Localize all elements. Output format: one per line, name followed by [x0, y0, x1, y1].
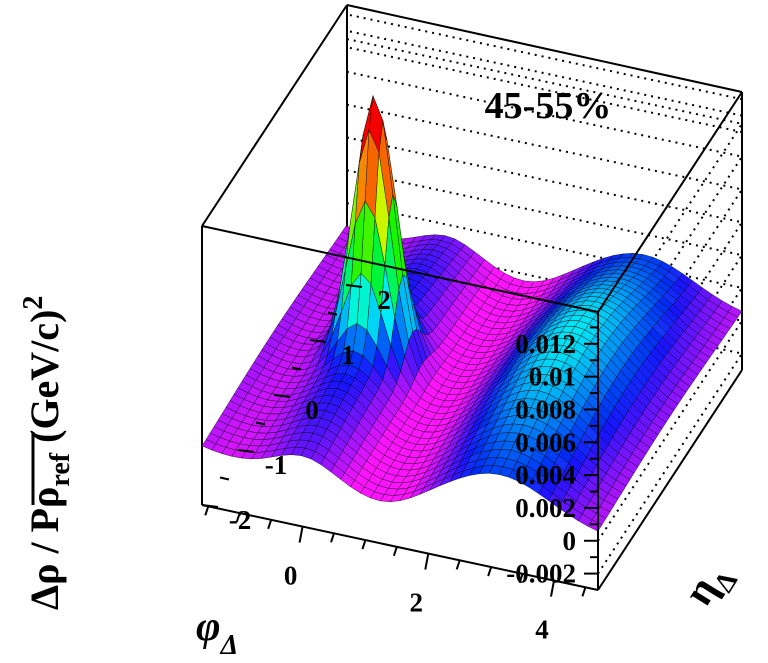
z-tick-label: 0.002 — [515, 493, 576, 523]
phi-tick-mark — [392, 546, 398, 557]
phi-tick-mark — [518, 573, 524, 584]
eta-tick-mark — [273, 394, 291, 398]
eta-tick-mark — [219, 476, 230, 481]
z-tick-label: 0 — [563, 526, 577, 556]
phi-tick-mark — [455, 560, 461, 570]
phi-tick-label: 4 — [535, 615, 549, 645]
back-grid-line — [345, 13, 743, 101]
phi-tick-mark — [581, 586, 587, 597]
z-tick-label: 0.008 — [515, 394, 576, 424]
phi-tick-mark — [550, 580, 555, 597]
phi-axis: 0 2 4 — [204, 506, 587, 645]
back-grid-line — [345, 169, 744, 476]
floor-edge-front — [201, 504, 599, 591]
z-axis-label-superscript: 2 — [18, 296, 49, 310]
eta-tick-mark — [345, 284, 363, 288]
back-grid-line — [345, 46, 743, 134]
eta-tick-label: 1 — [341, 340, 355, 370]
phi-tick-mark — [330, 533, 335, 543]
eta-tick-mark — [291, 366, 302, 371]
phi-tick-mark — [235, 512, 241, 523]
front-top-right-edge — [597, 91, 743, 313]
eta-tick-mark — [327, 311, 338, 316]
phi-axis-label-main: φ — [196, 604, 221, 650]
phi-tick-mark — [424, 553, 430, 570]
eta-tick-label: 0 — [305, 395, 319, 425]
z-tick-label: 0.006 — [515, 427, 576, 457]
phi-tick-label: 0 — [284, 561, 298, 591]
eta-axis: -2 -1 012 — [201, 284, 391, 535]
eta-tick-mark — [201, 504, 219, 508]
phi-tick-mark — [361, 539, 367, 550]
front-top-left-edge — [201, 225, 599, 313]
back-grid-line — [345, 136, 744, 443]
phi-axis-label-subscript: Δ — [220, 630, 239, 661]
back-edge-top-right — [346, 4, 743, 93]
z-tick-label: 0.012 — [515, 329, 576, 359]
z-axis-label-subscript: ref — [45, 452, 76, 486]
back-grid-line — [345, 201, 744, 509]
eta-tick-mark — [237, 449, 255, 453]
back-grid-line — [345, 37, 744, 345]
back-grid-line — [345, 70, 744, 378]
z-axis-label-prefix: Δρ / Pρ — [22, 487, 67, 610]
phi-tick-mark — [267, 519, 273, 530]
z-axis-label: Δρ / Pρref (GeV/c)2 — [18, 296, 76, 610]
back-grid-line — [345, 29, 743, 117]
z-tick-label: 0.01 — [529, 362, 576, 392]
eta-axis-label: ηΔ — [675, 553, 744, 618]
floor-edge-right — [597, 369, 743, 591]
phi-tick-mark — [487, 566, 493, 577]
eta-tick-mark — [255, 421, 266, 426]
z-tick-label: -0.002 — [506, 559, 576, 589]
eta-tick-label: 2 — [377, 285, 391, 315]
eta-tick-mark — [309, 339, 327, 343]
phi-axis-label: φΔ — [196, 604, 238, 661]
back-grid-line — [345, 103, 744, 411]
surface-cell — [201, 439, 217, 451]
correlation-surface — [201, 95, 743, 532]
chart-title: 45-55% — [485, 85, 612, 127]
eta-tick-label: -1 — [265, 450, 288, 480]
eta-tick-label: -2 — [229, 505, 252, 535]
z-axis-label-suffix: (GeV/c) — [22, 310, 67, 453]
z-tick-label: 0.004 — [515, 460, 576, 490]
back-edge-top-left — [201, 4, 348, 227]
phi-tick-mark — [204, 506, 210, 516]
phi-tick-mark — [298, 526, 304, 543]
phi-tick-label: 2 — [410, 588, 424, 618]
